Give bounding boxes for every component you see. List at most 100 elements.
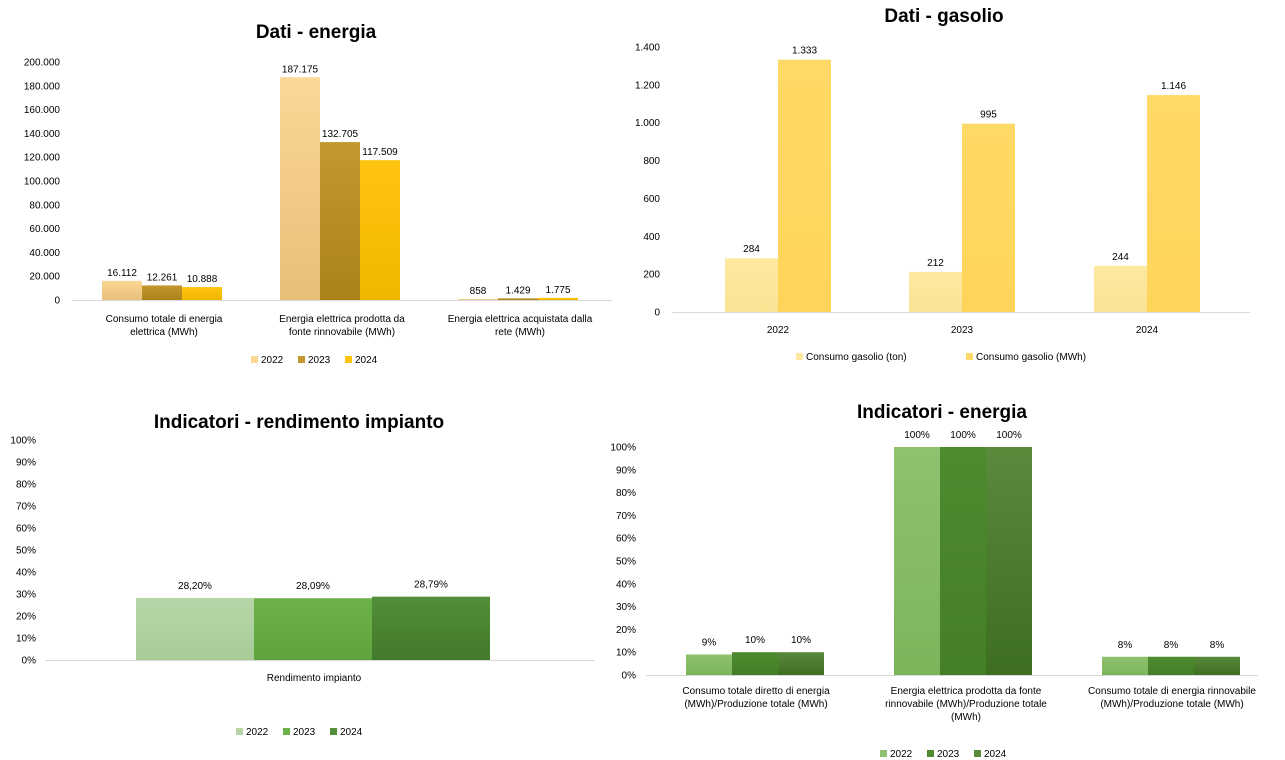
category-label-line: fonte rinnovabile (MWh): [289, 327, 395, 338]
chart-1: Dati - energia 0 20.000 40.000 60.000 80.000 1…: [24, 22, 612, 366]
y-tick-label: 90%: [616, 465, 636, 476]
data-label: 995: [980, 110, 997, 121]
category-label: 2024: [1136, 325, 1159, 336]
y-tick-label: 50%: [16, 546, 36, 557]
y-tick-label: 100%: [610, 443, 636, 454]
bar: [360, 160, 400, 300]
legend-label: 2023: [937, 749, 960, 760]
bar: [909, 271, 962, 312]
y-tick-label: 80%: [16, 480, 36, 491]
legend-swatch: [345, 356, 352, 363]
data-label: 28,20%: [178, 581, 212, 592]
data-label: 28,09%: [296, 581, 330, 592]
y-tick-label: 40%: [16, 568, 36, 579]
y-tick-label: 60.000: [29, 224, 60, 235]
y-tick-label: 1.400: [635, 43, 660, 54]
chart-title: Indicatori - energia: [857, 402, 1027, 423]
y-tick-label: 80.000: [29, 200, 60, 211]
y-tick-label: 0%: [622, 671, 637, 682]
bar: [254, 598, 372, 660]
category-label-line: 2024: [1136, 325, 1159, 336]
data-label: 187.175: [282, 64, 319, 75]
category-label: Energia elettrica prodotta da fonte rinno…: [279, 314, 405, 338]
y-tick-label: 100.000: [24, 177, 61, 188]
chart-title: Dati - energia: [256, 22, 377, 43]
data-label: 100%: [950, 430, 976, 441]
category-label: Energia elettrica acquistata dalla rete (…: [448, 314, 593, 338]
chart-3: Indicatori - rendimento impianto 0% 10% 20%…: [10, 412, 595, 738]
data-label: 12.261: [147, 272, 178, 283]
legend-label: 2023: [293, 727, 316, 738]
data-label: 8%: [1164, 640, 1179, 651]
data-label: 9%: [702, 637, 717, 648]
category-label-line: (MWh): [951, 712, 981, 723]
legend-swatch: [236, 728, 243, 735]
legend-swatch: [283, 728, 290, 735]
y-tick-label: 1.200: [635, 80, 660, 91]
category-label-line: Consumo totale di energia rinnovabile: [1088, 686, 1256, 697]
y-tick-label: 160.000: [24, 105, 61, 116]
legend: 2022 2023 2024: [251, 355, 378, 366]
bar: [732, 652, 778, 675]
legend-label: 2023: [308, 355, 331, 366]
chart-title: Dati - gasolio: [884, 6, 1003, 27]
category-label: Consumo totale di energia rinnovabile (MW…: [1088, 686, 1256, 710]
data-label: 132.705: [322, 129, 359, 140]
category-label-line: elettrica (MWh): [130, 327, 198, 338]
bar: [102, 280, 142, 300]
data-label: 117.509: [362, 147, 398, 158]
bar: [962, 123, 1015, 313]
category-label-line: (MWh)/Produzione totale (MWh): [684, 699, 827, 710]
legend-label: 2022: [890, 749, 913, 760]
y-tick-label: 120.000: [24, 153, 61, 164]
data-label: 244: [1112, 252, 1129, 263]
bar: [1102, 656, 1148, 675]
data-label: 1.146: [1161, 81, 1186, 92]
data-label: 100%: [904, 430, 930, 441]
y-tick-label: 10%: [616, 648, 636, 659]
y-tick-label: 50%: [616, 557, 636, 568]
y-tick-label: 20%: [16, 612, 36, 623]
legend-swatch: [927, 750, 934, 757]
data-label: 10.888: [187, 274, 218, 285]
bar: [686, 654, 732, 675]
bar: [280, 77, 320, 300]
chart-4: Indicatori - energia 0% 10% 20% 30% 40% 50% 60%…: [610, 402, 1258, 760]
category-label-line: Rendimento impianto: [267, 673, 362, 684]
y-tick-label: 0%: [22, 656, 37, 667]
legend-label: Consumo gasolio (MWh): [976, 352, 1086, 363]
data-label: 1.333: [792, 46, 817, 57]
legend-swatch: [251, 356, 258, 363]
y-tick-label: 80%: [616, 488, 636, 499]
y-tick-label: 60%: [616, 534, 636, 545]
data-label: 284: [743, 244, 760, 255]
bar: [136, 597, 254, 660]
y-tick-label: 30%: [616, 602, 636, 613]
y-tick-label: 60%: [16, 524, 36, 535]
category-label-line: Energia elettrica prodotta da fonte: [891, 686, 1042, 697]
data-label: 1.775: [545, 285, 570, 296]
legend-label: 2024: [984, 749, 1007, 760]
y-tick-label: 90%: [16, 458, 36, 469]
legend-label: Consumo gasolio (ton): [806, 352, 907, 363]
y-tick-label: 200: [643, 270, 660, 281]
y-tick-label: 200.000: [24, 58, 61, 69]
chart-title: Indicatori - rendimento impianto: [154, 412, 444, 433]
category-label: 2023: [951, 325, 974, 336]
bar: [778, 652, 824, 675]
y-tick-label: 70%: [16, 502, 36, 513]
data-label: 8%: [1210, 640, 1225, 651]
legend-swatch: [974, 750, 981, 757]
category-label-line: rete (MWh): [495, 327, 545, 338]
category-label: Consumo totale di energia elettrica (MWh): [106, 314, 223, 338]
y-tick-label: 40%: [616, 579, 636, 590]
category-label-line: Consumo totale di energia: [106, 314, 223, 325]
y-tick-label: 800: [643, 156, 660, 167]
legend-label: 2022: [246, 727, 269, 738]
category-label-line: 2022: [767, 325, 790, 336]
bar: [372, 596, 490, 660]
y-tick-label: 70%: [616, 511, 636, 522]
category-label: Rendimento impianto: [267, 673, 362, 684]
bar: [725, 258, 778, 312]
